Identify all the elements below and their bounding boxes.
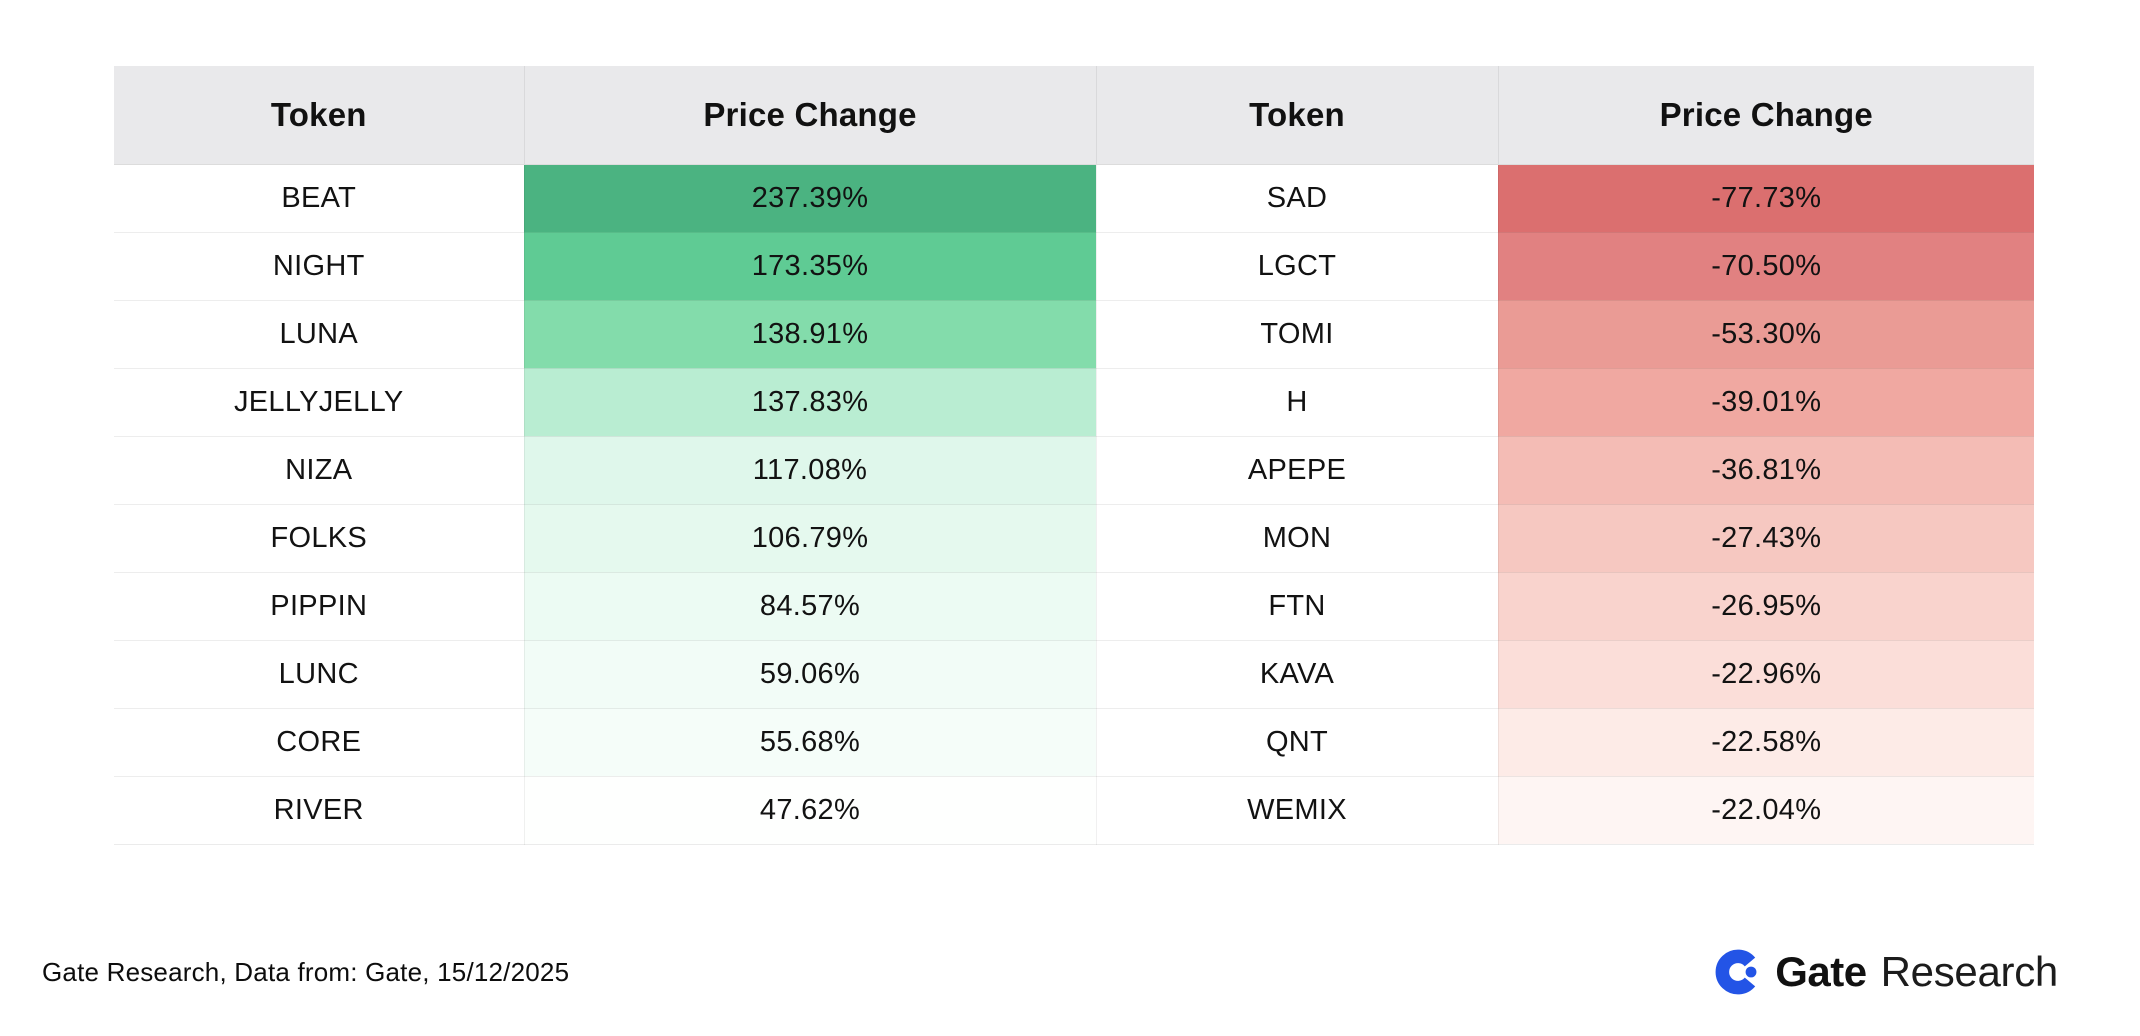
- col-header-loser-change: Price Change: [1498, 66, 2034, 165]
- table-row: BEAT 237.39% SAD -77.73%: [114, 164, 2034, 233]
- brand-gate-text: Gate: [1775, 948, 1867, 995]
- loser-change: -39.01%: [1498, 368, 2034, 437]
- gainer-token: RIVER: [114, 776, 525, 845]
- loser-change: -22.04%: [1498, 776, 2034, 845]
- table-row: RIVER 47.62% WEMIX -22.04%: [114, 776, 2034, 845]
- table-row: NIZA 117.08% APEPE -36.81%: [114, 436, 2034, 505]
- loser-change: -53.30%: [1498, 300, 2034, 369]
- gainer-change: 55.68%: [524, 708, 1097, 777]
- table-row: FOLKS 106.79% MON -27.43%: [114, 504, 2034, 573]
- loser-token: LGCT: [1096, 232, 1499, 301]
- col-header-loser-token: Token: [1096, 66, 1499, 165]
- loser-token: SAD: [1096, 164, 1499, 233]
- gainer-token: JELLYJELLY: [114, 368, 525, 437]
- loser-token: MON: [1096, 504, 1499, 573]
- loser-change: -77.73%: [1498, 164, 2034, 233]
- table-row: NIGHT 173.35% LGCT -70.50%: [114, 232, 2034, 301]
- gainer-change: 138.91%: [524, 300, 1097, 369]
- loser-change: -70.50%: [1498, 232, 2034, 301]
- loser-change: -22.58%: [1498, 708, 2034, 777]
- gainer-token: NIGHT: [114, 232, 525, 301]
- source-note: Gate Research, Data from: Gate, 15/12/20…: [42, 956, 570, 987]
- loser-token: QNT: [1096, 708, 1499, 777]
- table-row: JELLYJELLY 137.83% H -39.01%: [114, 368, 2034, 437]
- loser-change: -22.96%: [1498, 640, 2034, 709]
- gainer-token: CORE: [114, 708, 525, 777]
- brand-research-text: Research: [1880, 948, 2059, 995]
- table-row: LUNC 59.06% KAVA -22.96%: [114, 640, 2034, 709]
- footer: Gate Research, Data from: Gate, 15/12/20…: [42, 932, 2058, 1012]
- gainer-change: 47.62%: [524, 776, 1097, 845]
- gainer-change: 84.57%: [524, 572, 1097, 641]
- loser-token: WEMIX: [1096, 776, 1499, 845]
- loser-token: TOMI: [1096, 300, 1499, 369]
- price-change-table: Token Price Change Token Price Change BE…: [114, 66, 2034, 845]
- gainer-change: 117.08%: [524, 436, 1097, 505]
- gainer-change: 237.39%: [524, 164, 1097, 233]
- col-header-gainer-change: Price Change: [524, 66, 1097, 165]
- table-row: CORE 55.68% QNT -22.58%: [114, 708, 2034, 777]
- gainer-change: 137.83%: [524, 368, 1097, 437]
- loser-token: H: [1096, 368, 1499, 437]
- gainer-token: PIPPIN: [114, 572, 525, 641]
- col-header-gainer-token: Token: [114, 66, 525, 165]
- gate-research-logo: Gate Research: [1713, 947, 2058, 997]
- loser-token: FTN: [1096, 572, 1499, 641]
- loser-change: -27.43%: [1498, 504, 2034, 573]
- gainer-change: 106.79%: [524, 504, 1097, 573]
- gainer-token: LUNA: [114, 300, 525, 369]
- loser-token: APEPE: [1096, 436, 1499, 505]
- gainer-change: 59.06%: [524, 640, 1097, 709]
- gainer-token: NIZA: [114, 436, 525, 505]
- loser-change: -36.81%: [1498, 436, 2034, 505]
- table-row: PIPPIN 84.57% FTN -26.95%: [114, 572, 2034, 641]
- loser-token: KAVA: [1096, 640, 1499, 709]
- gainer-token: BEAT: [114, 164, 525, 233]
- gate-logo-icon: [1715, 949, 1757, 995]
- loser-change: -26.95%: [1498, 572, 2034, 641]
- gainer-change: 173.35%: [524, 232, 1097, 301]
- gainer-token: LUNC: [114, 640, 525, 709]
- gainer-token: FOLKS: [114, 504, 525, 573]
- table-row: LUNA 138.91% TOMI -53.30%: [114, 300, 2034, 369]
- header-row: Token Price Change Token Price Change: [114, 66, 2034, 165]
